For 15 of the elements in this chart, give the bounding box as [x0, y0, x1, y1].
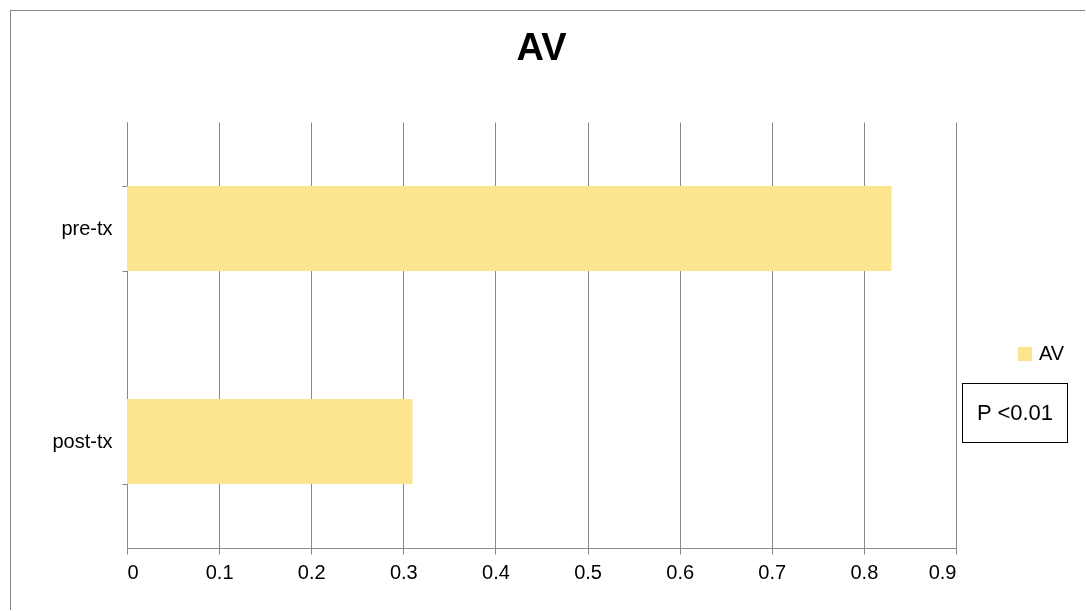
x-tick-label: 0.2 [297, 560, 326, 583]
x-tick-label: 0.9 [928, 560, 957, 583]
y-tick-label: post-tx [52, 430, 113, 452]
y-tick-label: pre-tx [61, 217, 113, 239]
x-tick-label: 0.5 [574, 560, 602, 583]
x-tick-label: 0.3 [389, 560, 418, 583]
x-tick-label: 0.8 [850, 560, 879, 583]
x-tick-label: 0.6 [666, 560, 695, 583]
chart-title: AV [516, 26, 568, 68]
x-tick-label: 0.4 [482, 560, 510, 583]
text: P <0.01 [962, 383, 1069, 443]
x-tick-label: 0.7 [758, 560, 787, 583]
x-tick-label: 0 [127, 560, 139, 583]
legend-label: AV [1039, 342, 1065, 364]
x-tick-label: 0.1 [205, 560, 234, 583]
